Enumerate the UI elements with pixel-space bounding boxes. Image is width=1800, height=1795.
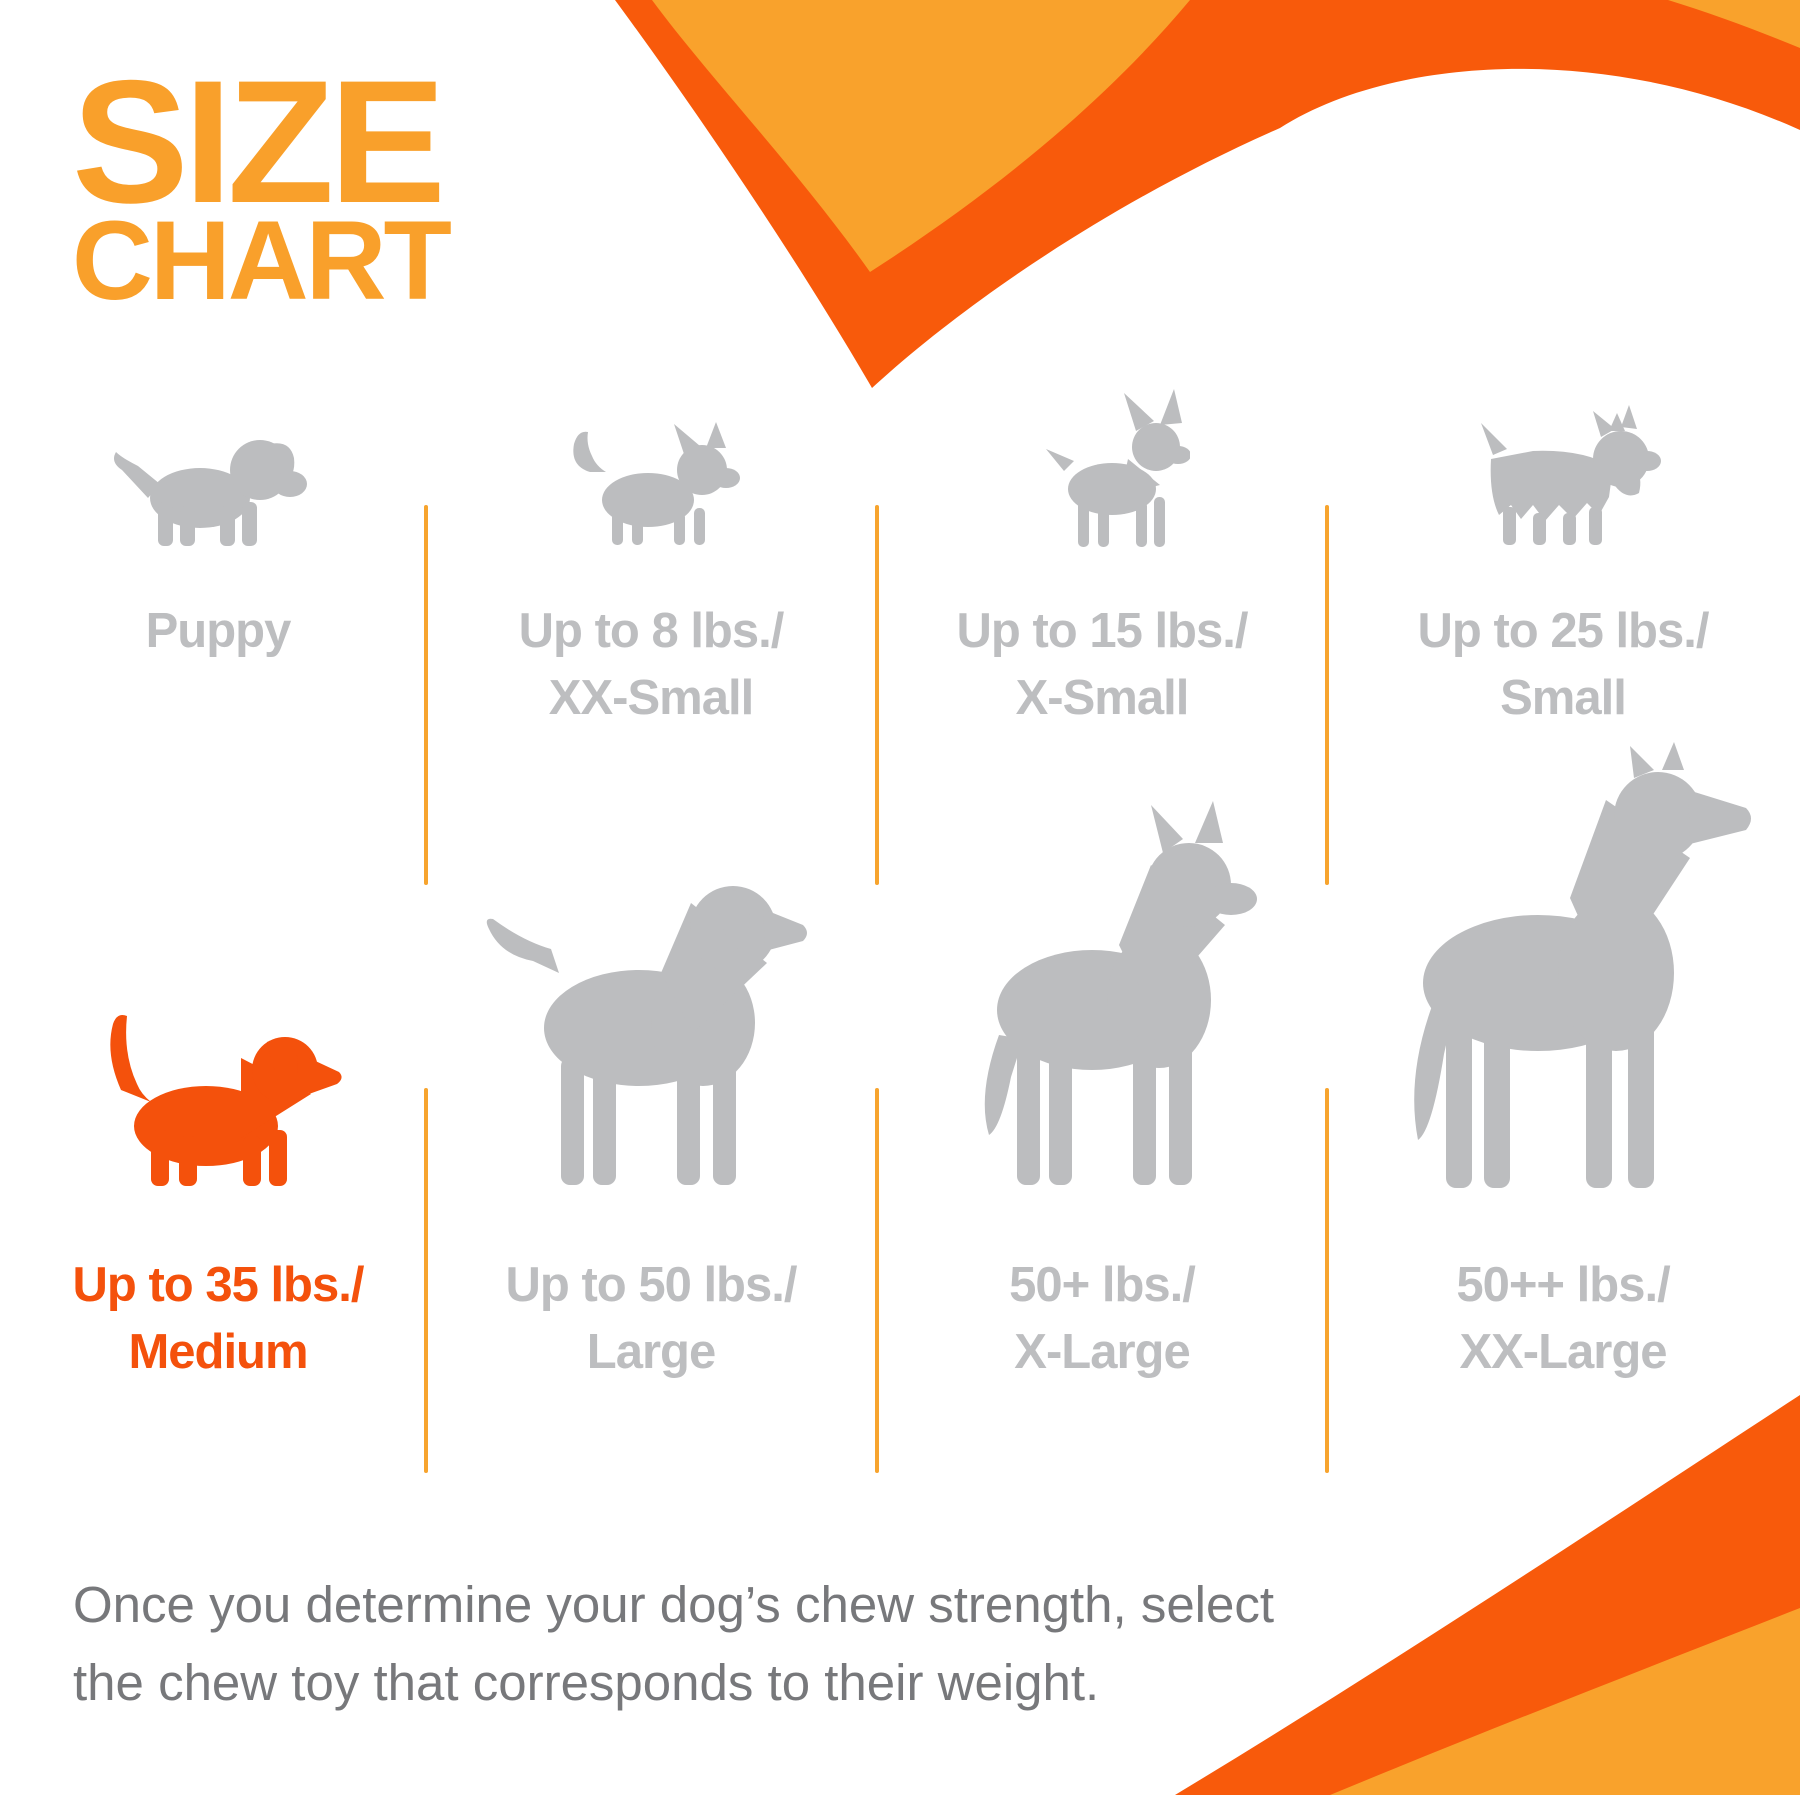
cell-label-xx-large: 50++ lbs./ XX-Large <box>1333 1252 1793 1386</box>
cell-label-line1: Up to 50 lbs./ <box>505 1258 798 1312</box>
cell-label-line2: Small <box>1500 671 1627 725</box>
cell-label-puppy: Puppy <box>0 598 448 665</box>
cell-label-line2: Large <box>586 1325 716 1379</box>
cell-label-line1: Up to 25 lbs./ <box>1417 604 1710 658</box>
toy-dog-icon <box>1046 389 1190 547</box>
column-divider <box>424 505 428 885</box>
column-divider <box>424 1088 428 1473</box>
bottom-swoosh-light <box>1330 1608 1800 1795</box>
cell-label-x-large: 50+ lbs./ X-Large <box>872 1252 1332 1386</box>
top-swoosh-light-corner <box>1668 0 1800 48</box>
cattle-dog-icon <box>984 801 1257 1185</box>
cell-label-line1: Puppy <box>145 604 292 658</box>
footer-line2: the chew toy that corresponds to their w… <box>73 1654 1100 1711</box>
column-divider <box>1325 1088 1329 1473</box>
cell-label-xx-small: Up to 8 lbs./ XX-Small <box>421 598 881 732</box>
column-divider <box>1325 505 1329 885</box>
footer-instructions: Once you determine your dog’s chew stren… <box>73 1566 1274 1722</box>
column-divider <box>875 1088 879 1473</box>
beagle-icon <box>110 1015 342 1186</box>
cell-label-line1: Up to 35 lbs./ <box>72 1258 365 1312</box>
terrier-icon <box>1481 405 1661 545</box>
cell-label-large: Up to 50 lbs./ Large <box>421 1252 881 1386</box>
column-divider <box>875 505 879 885</box>
cell-label-line1: Up to 8 lbs./ <box>518 604 785 658</box>
top-swoosh-light-triangle <box>652 0 1190 272</box>
cell-label-line1: 50+ lbs./ <box>1009 1258 1196 1312</box>
page-title-size: SIZE <box>72 45 446 240</box>
chihuahua-icon <box>573 422 740 545</box>
cell-label-medium: Up to 35 lbs./ Medium <box>0 1252 448 1386</box>
labrador-icon <box>486 886 807 1185</box>
cell-label-x-small: Up to 15 lbs./ X-Small <box>872 598 1332 732</box>
cell-label-line2: X-Large <box>1014 1325 1190 1379</box>
page-title-chart: CHART <box>72 198 452 323</box>
cell-label-line1: Up to 15 lbs./ <box>956 604 1249 658</box>
puppy-icon <box>114 440 307 546</box>
great-dane-icon <box>1414 742 1751 1188</box>
cell-label-line2: Medium <box>128 1325 308 1379</box>
cell-label-line2: X-Small <box>1015 671 1190 725</box>
cell-label-small: Up to 25 lbs./ Small <box>1333 598 1793 732</box>
cell-label-line2: XX-Small <box>548 671 754 725</box>
footer-line1: Once you determine your dog’s chew stren… <box>73 1576 1275 1633</box>
cell-label-line1: 50++ lbs./ <box>1456 1258 1670 1312</box>
cell-label-line2: XX-Large <box>1459 1325 1667 1379</box>
